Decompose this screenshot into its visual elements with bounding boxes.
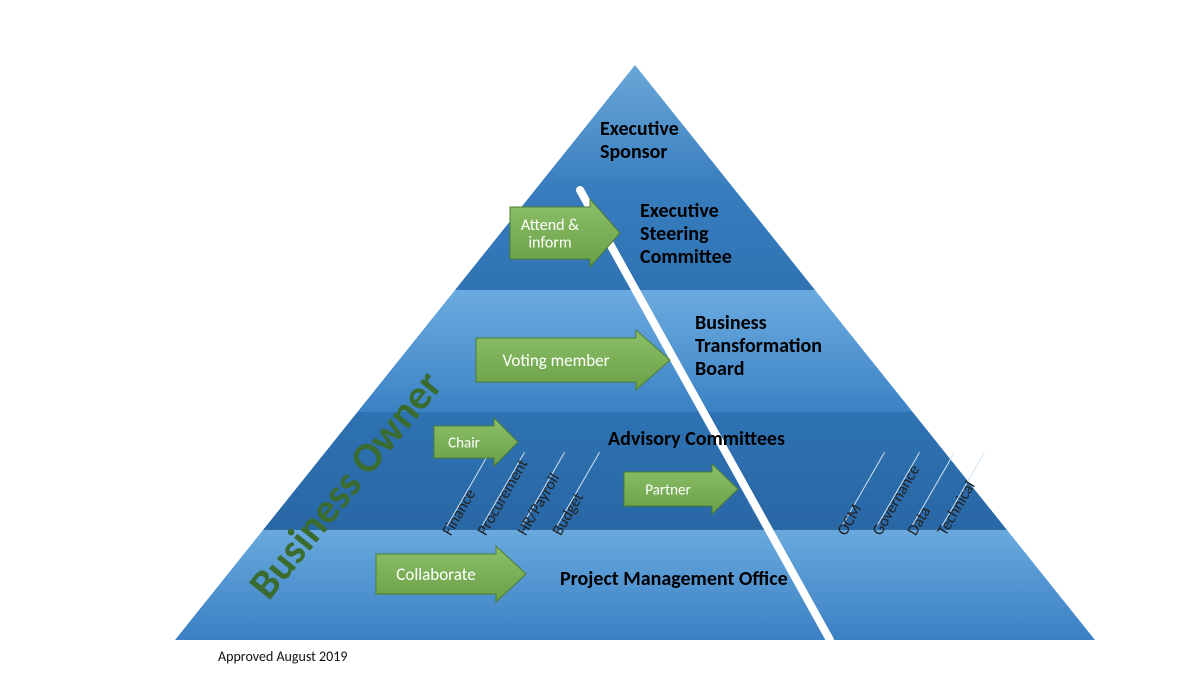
arrow-label-voting: Voting member — [502, 350, 609, 371]
arrow-label-partner: Partner — [645, 481, 690, 499]
tier-label-4: Project Management Office — [560, 568, 788, 591]
pyramid-tier-1 — [455, 183, 815, 290]
arrow-label-chair: Chair — [448, 434, 480, 452]
tier-label-2: BusinessTransformationBoard — [695, 312, 822, 381]
governance-pyramid-diagram: Attend &inform Voting member Chair Partner C… — [0, 0, 1200, 675]
tier-label-1: ExecutiveSteeringCommittee — [640, 200, 732, 269]
tier-label-3: Advisory Committees — [608, 428, 785, 451]
tier-label-0: ExecutiveSponsor — [600, 118, 679, 164]
approved-footer: Approved August 2019 — [218, 648, 347, 665]
arrow-label-attend: Attend &inform — [521, 216, 579, 253]
arrow-label-collaborate: Collaborate — [396, 564, 475, 585]
